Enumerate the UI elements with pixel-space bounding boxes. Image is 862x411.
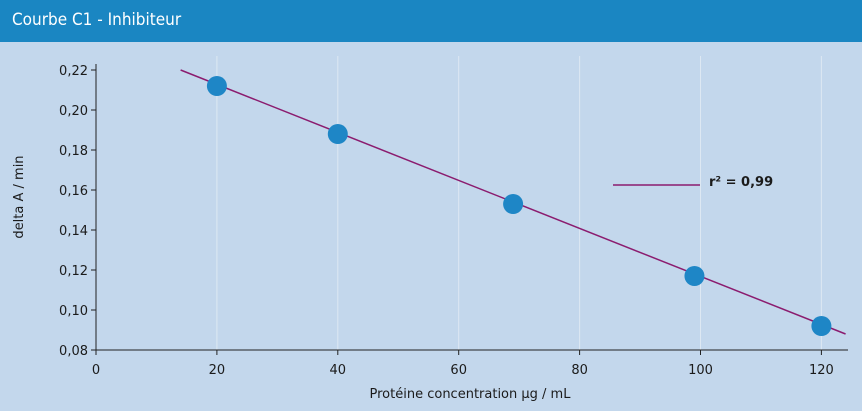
data-point (811, 316, 832, 336)
y-tick-label: 0,14 (59, 224, 88, 239)
x-tick-label: 0 (92, 363, 100, 378)
data-points (206, 76, 832, 336)
x-tick-label: 80 (571, 363, 588, 378)
x-tick-label: 60 (450, 363, 467, 378)
x-axis-label: Protéine concentration µg / mL (370, 387, 572, 402)
data-point (503, 194, 524, 214)
axes (91, 64, 848, 355)
grid-lines (216, 56, 822, 350)
y-axis-label: delta A / min (12, 155, 27, 238)
y-tick-label: 0,16 (59, 184, 88, 199)
data-point (684, 266, 705, 286)
chart-title: Courbe C1 - Inhibiteur (12, 10, 182, 30)
data-point (327, 124, 348, 144)
x-tick-label: 100 (688, 363, 713, 378)
legend-label: r² = 0,99 (709, 175, 773, 190)
x-tick-label: 40 (330, 363, 347, 378)
tick-labels: 0,08 0,10 0,12 0,14 0,16 0,18 0,20 0,22 0 20 40 60 8… (59, 64, 834, 378)
y-tick-label: 0,10 (59, 304, 88, 319)
y-tick-label: 0,08 (59, 344, 88, 359)
y-tick-label: 0,22 (59, 64, 88, 79)
chart-header: Courbe C1 - Inhibiteur (0, 0, 862, 42)
x-tick-label: 120 (809, 363, 834, 378)
y-tick-label: 0,20 (59, 104, 88, 119)
y-tick-label: 0,18 (59, 144, 88, 159)
legend: r² = 0,99 (613, 175, 773, 190)
y-tick-label: 0,12 (59, 264, 88, 279)
data-point (206, 76, 227, 96)
x-tick-label: 20 (209, 363, 226, 378)
